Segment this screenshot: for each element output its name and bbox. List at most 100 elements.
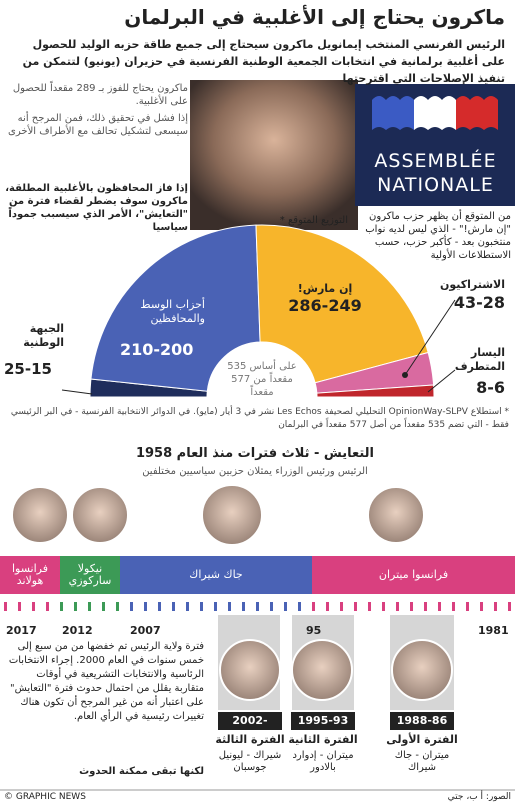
history-note-bold: لكنها تبقى ممكنة الحدوث bbox=[79, 766, 204, 777]
ruler-tick bbox=[74, 602, 77, 611]
note-coalition: إذا فشل في تحقيق ذلك، فمن المرجح أنه سيس… bbox=[8, 113, 188, 137]
year-label: 2017 bbox=[6, 624, 37, 637]
ruler-tick bbox=[46, 602, 49, 611]
callout bbox=[61, 389, 93, 395]
logo-stripes bbox=[372, 96, 498, 130]
stripe bbox=[400, 96, 414, 130]
party-name: الاشتراكيون bbox=[439, 278, 505, 291]
ruler-tick bbox=[326, 602, 329, 611]
ruler-tick bbox=[270, 602, 273, 611]
ruler-tick bbox=[32, 602, 35, 611]
projection-basis: على أساس 535 مقعداً من 577 مقعداً bbox=[227, 361, 297, 398]
ruler-tick bbox=[256, 602, 259, 611]
party-seats: 25-15 bbox=[4, 360, 52, 378]
ruler-tick bbox=[396, 602, 399, 611]
ruler-tick bbox=[242, 602, 245, 611]
credit: © GRAPHIC NEWS bbox=[4, 792, 86, 802]
stripe bbox=[470, 96, 484, 130]
ruler-tick bbox=[452, 602, 455, 611]
photo-credit: الصور: أ ب، جتي bbox=[447, 792, 511, 802]
ruler-tick bbox=[116, 602, 119, 611]
party-name: اليسار المتطرف bbox=[454, 346, 505, 373]
ruler-tick bbox=[200, 602, 203, 611]
stripe bbox=[484, 96, 498, 130]
note-en-marche: من المتوقع أن يظهر حزب ماكرون "إن مارش!"… bbox=[365, 211, 511, 261]
stripe bbox=[442, 96, 456, 130]
ruler-tick bbox=[4, 602, 7, 611]
year-label: 2012 bbox=[62, 624, 93, 637]
ruler-tick bbox=[368, 602, 371, 611]
macron-photo bbox=[190, 80, 358, 230]
ruler-tick bbox=[508, 602, 511, 611]
president-bar: فرانسوا هولاند bbox=[0, 556, 60, 594]
ruler-tick bbox=[60, 602, 63, 611]
ruler-tick bbox=[284, 602, 287, 611]
logo-text: ASSEMBLÉE bbox=[374, 150, 497, 172]
seat-segment bbox=[255, 224, 429, 384]
year-label: 2007 bbox=[130, 624, 161, 637]
ruler-tick bbox=[158, 602, 161, 611]
stripe bbox=[414, 96, 428, 130]
period-pair: شيراك - ليونيل جوسبان bbox=[218, 750, 282, 773]
section-subtitle: الرئيس ورئيس الوزراء يمثلان حزبين سياسيي… bbox=[142, 466, 368, 477]
party-seats: 8-6 bbox=[476, 378, 505, 397]
ruler-tick bbox=[480, 602, 483, 611]
callout bbox=[427, 369, 456, 393]
ruler-tick bbox=[410, 602, 413, 611]
seat-projection bbox=[61, 224, 456, 398]
period-label: الفترة الأولى bbox=[386, 733, 458, 746]
logo-text: NATIONALE bbox=[377, 174, 494, 196]
ruler-tick bbox=[130, 602, 133, 611]
party-name: الجبهة الوطنية bbox=[23, 322, 64, 349]
footnote: * استطلاع OpinionWay-SLPV التحليلي لصحيف… bbox=[10, 407, 509, 430]
party-name: إن مارش! bbox=[297, 282, 353, 295]
note-cohabitation: إذا فاز المحافظون بالأغلبية المطلقة، ماك… bbox=[5, 183, 188, 233]
ruler-tick bbox=[298, 602, 301, 611]
ruler-tick bbox=[312, 602, 315, 611]
ruler-tick bbox=[172, 602, 175, 611]
ruler-tick bbox=[228, 602, 231, 611]
ruler-tick bbox=[382, 602, 385, 611]
ruler-tick bbox=[186, 602, 189, 611]
year-label: 1981 bbox=[478, 624, 509, 637]
period-pair: ميتران - إدوارد بالادور bbox=[292, 750, 354, 773]
ruler-tick bbox=[102, 602, 105, 611]
stripe bbox=[456, 96, 470, 130]
seat-segment bbox=[90, 224, 261, 392]
ruler-tick bbox=[494, 602, 497, 611]
ruler-tick bbox=[18, 602, 21, 611]
ruler-tick bbox=[214, 602, 217, 611]
seat-segment bbox=[316, 384, 435, 398]
party-name: أحزاب الوسط والمحافظين bbox=[140, 298, 205, 325]
party-seats: 286-249 bbox=[288, 296, 362, 315]
party-seats: 43-28 bbox=[453, 293, 505, 312]
projection-label: التوزيع المتوقع * bbox=[279, 215, 348, 226]
year-label: 95 bbox=[306, 624, 322, 637]
period-label: الفترة الثالثة bbox=[215, 733, 285, 746]
callout-dot bbox=[402, 372, 408, 378]
section-title: التعايش - ثلاث فترات منذ العام 1958 bbox=[135, 446, 375, 461]
stripe bbox=[386, 96, 400, 130]
stripe bbox=[372, 96, 386, 130]
president-bar: فرانسوا ميتران bbox=[312, 556, 515, 594]
ruler-ticks bbox=[4, 602, 511, 611]
portraits bbox=[11, 484, 453, 701]
period-years: 1988-86 bbox=[390, 712, 454, 730]
callout bbox=[404, 299, 456, 376]
ruler-tick bbox=[340, 602, 343, 611]
ruler-tick bbox=[438, 602, 441, 611]
period-pair: ميتران - جاك شيراك bbox=[394, 750, 450, 773]
title: ماكرون يحتاج إلى الأغلبية في البرلمان bbox=[124, 5, 505, 29]
period-years: 1995-93 bbox=[291, 712, 355, 730]
stripe bbox=[428, 96, 442, 130]
subtitle: الرئيس الفرنسي المنتخب إيمانويل ماكرون س… bbox=[22, 38, 505, 85]
ruler-tick bbox=[466, 602, 469, 611]
ruler-tick bbox=[88, 602, 91, 611]
party-seats: 210-200 bbox=[120, 340, 194, 359]
ruler-tick bbox=[424, 602, 427, 611]
ruler-tick bbox=[354, 602, 357, 611]
president-bar: جاك شيراك bbox=[120, 556, 312, 594]
period-years: 2002-1997 bbox=[218, 712, 282, 745]
